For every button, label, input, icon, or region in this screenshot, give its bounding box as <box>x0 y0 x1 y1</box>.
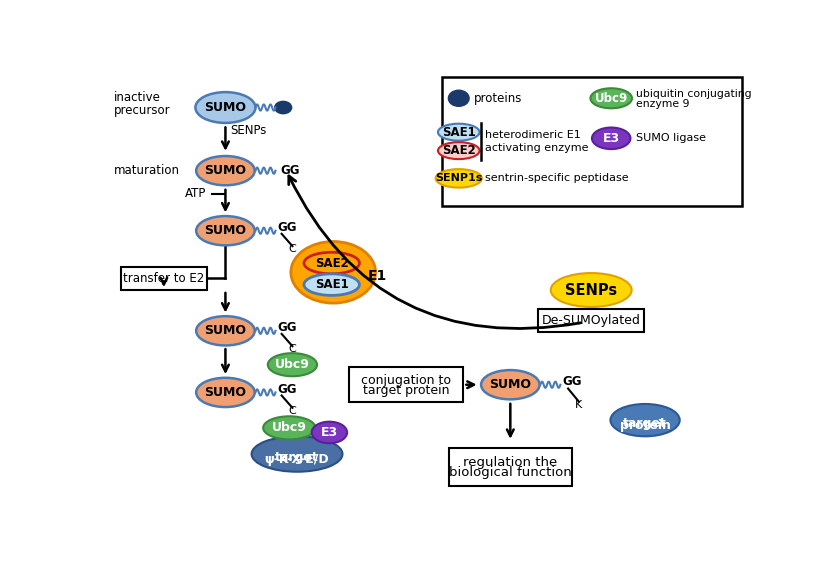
Text: E3: E3 <box>602 132 620 145</box>
Text: target protein: target protein <box>363 383 449 397</box>
Ellipse shape <box>448 91 468 106</box>
Text: GG: GG <box>280 164 300 177</box>
Text: De-SUMOylated: De-SUMOylated <box>542 315 641 328</box>
Text: SENP1s: SENP1s <box>435 173 483 183</box>
FancyBboxPatch shape <box>442 76 742 206</box>
Text: Ubc9: Ubc9 <box>595 92 628 105</box>
Ellipse shape <box>304 274 359 295</box>
FancyBboxPatch shape <box>538 309 644 332</box>
Text: biological function: biological function <box>449 466 572 479</box>
Text: activating enzyme: activating enzyme <box>485 143 588 153</box>
Ellipse shape <box>591 88 632 108</box>
Ellipse shape <box>592 128 631 149</box>
Ellipse shape <box>263 416 315 439</box>
Ellipse shape <box>481 370 540 399</box>
Text: SAE1: SAE1 <box>442 126 476 139</box>
Text: E3: E3 <box>321 426 338 439</box>
Ellipse shape <box>312 422 347 443</box>
Text: target: target <box>275 452 319 465</box>
Ellipse shape <box>196 92 255 123</box>
Text: GG: GG <box>277 383 296 396</box>
Text: SAE1: SAE1 <box>314 278 349 291</box>
Text: GG: GG <box>562 375 582 388</box>
Text: GG: GG <box>277 221 296 234</box>
Ellipse shape <box>551 273 631 307</box>
Text: proteins: proteins <box>474 92 522 105</box>
Ellipse shape <box>196 316 255 346</box>
Text: sentrin-specific peptidase: sentrin-specific peptidase <box>485 173 628 183</box>
Text: E1: E1 <box>368 269 387 283</box>
Text: ψ-K-X-E/D: ψ-K-X-E/D <box>265 453 329 466</box>
Text: SAE2: SAE2 <box>314 256 349 269</box>
Text: GG: GG <box>277 321 296 334</box>
Ellipse shape <box>196 378 255 407</box>
Text: inactive: inactive <box>114 91 161 104</box>
Text: Ubc9: Ubc9 <box>275 358 310 371</box>
Text: SUMO: SUMO <box>205 164 246 177</box>
Ellipse shape <box>438 142 479 159</box>
Text: Ubc9: Ubc9 <box>272 422 307 435</box>
Text: maturation: maturation <box>114 164 180 177</box>
Ellipse shape <box>196 156 255 185</box>
Text: ubiquitin conjugating: ubiquitin conjugating <box>636 89 751 99</box>
Text: regulation the: regulation the <box>463 456 557 469</box>
Text: C: C <box>289 244 296 254</box>
Ellipse shape <box>196 216 255 245</box>
FancyBboxPatch shape <box>121 267 207 290</box>
Text: heterodimeric E1: heterodimeric E1 <box>485 130 581 141</box>
Text: conjugation to: conjugation to <box>361 373 452 386</box>
Text: SUMO: SUMO <box>205 101 246 114</box>
Text: SUMO ligase: SUMO ligase <box>636 133 706 143</box>
Text: C: C <box>289 406 296 416</box>
FancyBboxPatch shape <box>349 367 463 402</box>
Text: enzyme 9: enzyme 9 <box>636 99 690 109</box>
Text: SUMO: SUMO <box>205 386 246 399</box>
Ellipse shape <box>291 242 375 303</box>
Text: transfer to E2: transfer to E2 <box>123 272 205 285</box>
Text: target: target <box>623 417 667 430</box>
Ellipse shape <box>436 169 482 188</box>
Ellipse shape <box>611 404 680 436</box>
Text: SUMO: SUMO <box>489 378 532 391</box>
Text: precursor: precursor <box>114 104 171 117</box>
Text: SUMO: SUMO <box>205 224 246 237</box>
Text: K: K <box>575 400 582 410</box>
Text: SUMO: SUMO <box>205 325 246 338</box>
Text: SENPs: SENPs <box>230 124 266 137</box>
Text: ATP: ATP <box>186 187 207 201</box>
Text: C: C <box>289 345 296 355</box>
FancyBboxPatch shape <box>448 448 572 486</box>
Ellipse shape <box>438 123 479 141</box>
Ellipse shape <box>268 353 317 376</box>
Text: protein: protein <box>620 419 671 432</box>
Text: SENPs: SENPs <box>565 282 617 298</box>
Text: SAE2: SAE2 <box>442 144 476 157</box>
Ellipse shape <box>251 436 343 472</box>
Ellipse shape <box>304 252 359 274</box>
Ellipse shape <box>275 101 292 113</box>
